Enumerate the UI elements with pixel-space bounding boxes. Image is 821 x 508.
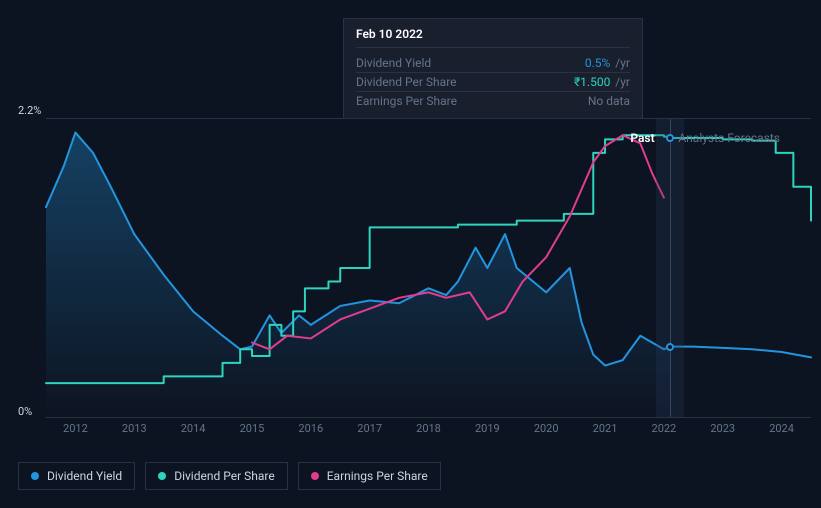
x-tick: 2014 (181, 422, 206, 435)
tooltip-row-unit: /yr (612, 56, 630, 70)
tooltip-row-label: Dividend Yield (356, 56, 431, 70)
tooltip-row-value: ₹1.500 (574, 75, 610, 89)
legend-label: Earnings Per Share (327, 469, 428, 483)
x-tick: 2021 (593, 422, 618, 435)
x-tick: 2020 (534, 422, 559, 435)
legend-label: Dividend Yield (47, 469, 122, 483)
x-tick: 2024 (769, 422, 794, 435)
legend-dot-dividend-yield (31, 472, 39, 480)
x-tick: 2018 (416, 422, 441, 435)
y-axis-top-label: 2.2% (18, 104, 41, 117)
legend-dot-dividend-per-share (158, 472, 166, 480)
tooltip-row-value-wrap: 0.5% /yr (585, 56, 630, 70)
tooltip-date: Feb 10 2022 (356, 27, 630, 48)
tooltip-row: Dividend Yield 0.5% /yr (356, 54, 630, 73)
cursor-line (670, 119, 671, 417)
tooltip-row-label: Dividend Per Share (356, 75, 457, 89)
hover-tooltip: Feb 10 2022 Dividend Yield0.5% /yrDivide… (343, 18, 643, 119)
tooltip-row-value-wrap: ₹1.500 /yr (574, 75, 630, 89)
tooltip-row-label: Earnings Per Share (356, 94, 457, 108)
legend-item-dividend-per-share[interactable]: Dividend Per Share (145, 462, 288, 490)
x-tick: 2016 (298, 422, 323, 435)
tooltip-row-value: No data (588, 94, 630, 108)
x-tick: 2019 (475, 422, 500, 435)
legend-item-dividend-yield[interactable]: Dividend Yield (18, 462, 135, 490)
x-tick: 2013 (122, 422, 147, 435)
past-label: Past (630, 131, 654, 145)
legend: Dividend Yield Dividend Per Share Earnin… (18, 462, 441, 490)
plot-region[interactable]: Past Analysts Forecasts (46, 118, 811, 418)
x-tick: 2017 (357, 422, 382, 435)
x-tick: 2012 (63, 422, 88, 435)
x-tick: 2015 (240, 422, 265, 435)
legend-label: Dividend Per Share (174, 469, 275, 483)
tooltip-row: Dividend Per Share ₹1.500 /yr (356, 73, 630, 92)
x-tick: 2023 (710, 422, 735, 435)
legend-dot-earnings-per-share (311, 472, 319, 480)
tooltip-row-value-wrap: No data (588, 94, 630, 108)
tooltip-row-unit: /yr (612, 75, 630, 89)
tooltip-row-value: 0.5% (585, 56, 610, 70)
x-tick: 2022 (652, 422, 677, 435)
highlight-point (666, 134, 674, 142)
forecast-label: Analysts Forecasts (678, 131, 780, 145)
tooltip-row: Earnings Per Share No data (356, 92, 630, 110)
highlight-point (666, 343, 674, 351)
chart-area[interactable]: 2.2% 0% Past Analysts Forecasts 2012 2013… (18, 100, 811, 448)
y-axis-bottom-label: 0% (18, 405, 32, 418)
x-axis: 2012 2013 2014 2015 2016 2017 2018 2019 2020 2021… (46, 422, 811, 438)
legend-item-earnings-per-share[interactable]: Earnings Per Share (298, 462, 441, 490)
